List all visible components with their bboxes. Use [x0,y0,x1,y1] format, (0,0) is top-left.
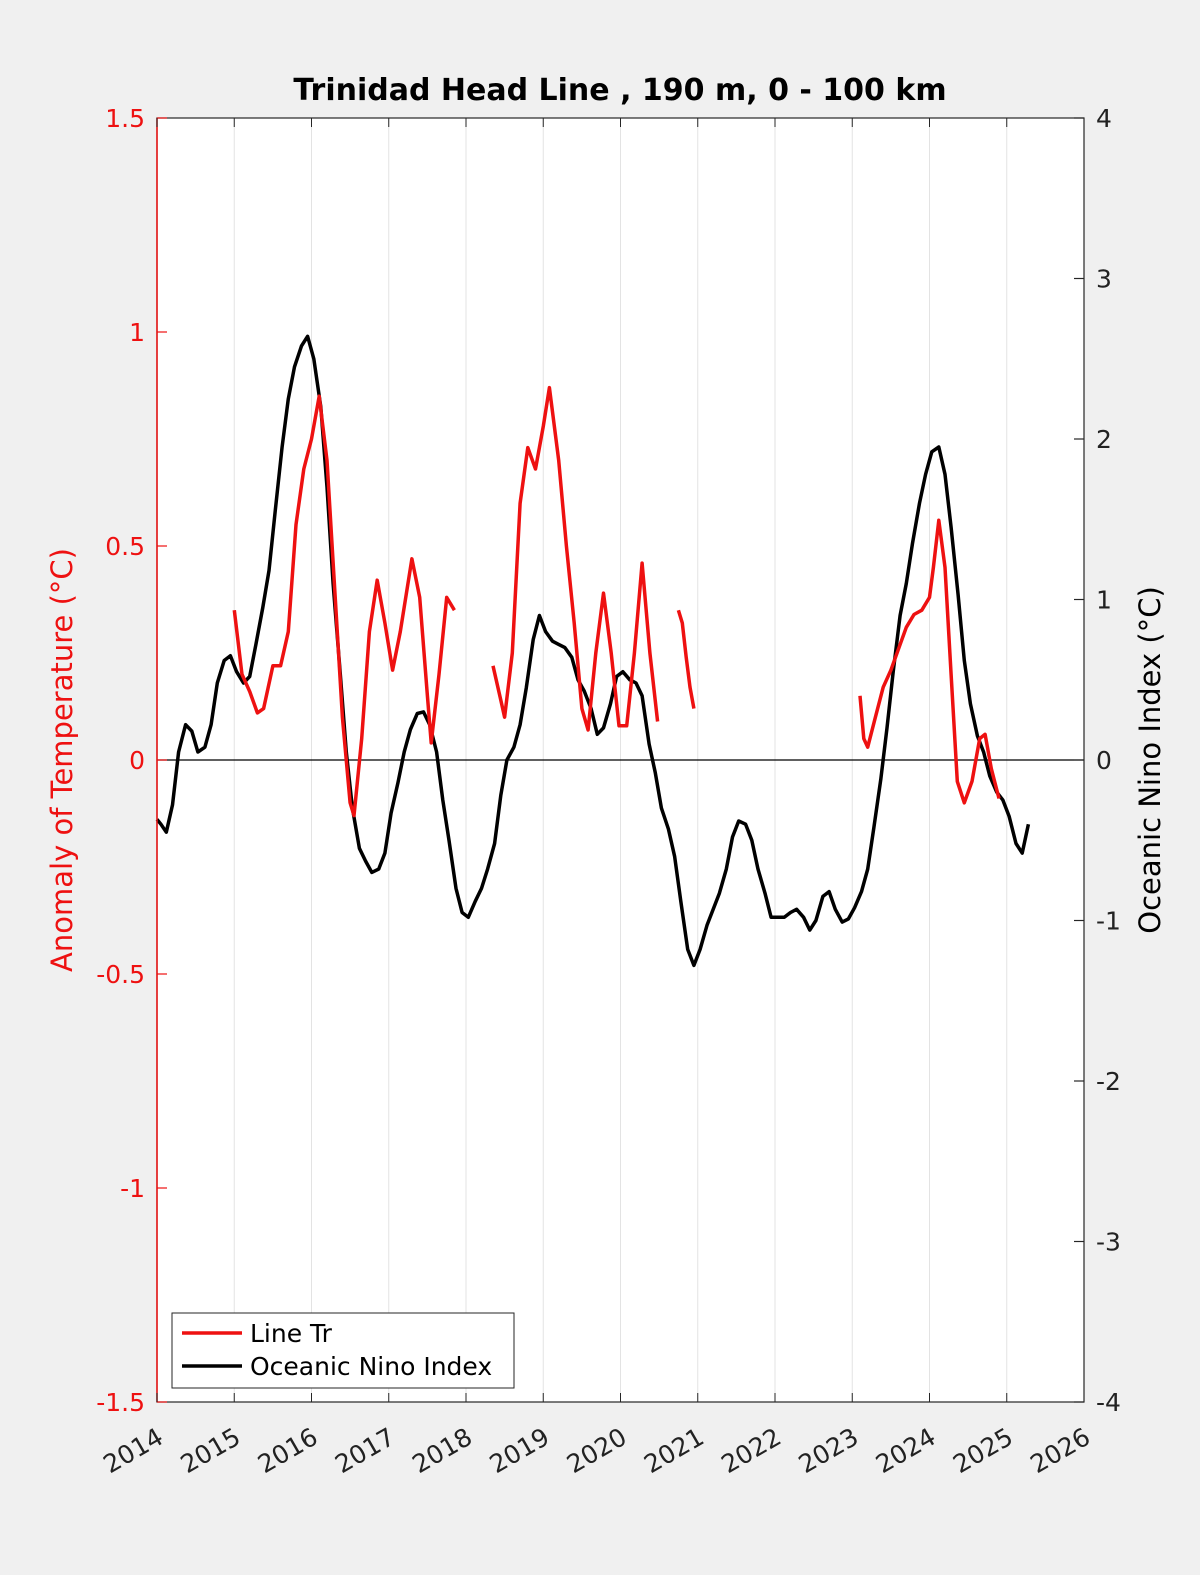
y-left-tick-label: 1.5 [105,104,145,133]
series-line-line-tr-segment-3 [858,518,1001,805]
y-left-tick-label: -0.5 [96,960,145,989]
y-left-tick-label: -1.5 [96,1388,145,1417]
y-right-tick-label: 0 [1096,746,1112,775]
y-right-tick-label: 1 [1096,586,1112,615]
y-right-tick-label: -1 [1096,907,1121,936]
legend-label-line-tr: Line Tr [250,1319,333,1348]
series-layer [155,334,1031,968]
legend-label-oni: Oceanic Nino Index [250,1352,492,1381]
y-axis-label-right: Oceanic Nino Index (°C) [1133,586,1167,934]
y-axis-label-left: Anomaly of Temperature (°C) [45,548,79,972]
series-line-line-tr-segment-1 [491,385,660,732]
chart-title: Trinidad Head Line , 190 m, 0 - 100 km [293,73,946,108]
y-left-tick-label: 1 [129,318,145,347]
legend-box [171,1312,515,1389]
y-left-tick-label: 0.5 [105,532,145,561]
series-line-line-tr-segment-2 [676,609,696,709]
right-axis-ticks: 4 3 2 1 0 -1 -2 -3 -4 [1074,104,1121,1417]
left-axis-ticks: 1.5 1 0.5 0 -0.5 -1 -1.5 [96,104,167,1417]
y-right-tick-label: -3 [1096,1228,1121,1257]
y-right-tick-label: -4 [1096,1388,1121,1417]
series-line-line-tr-segment-0 [232,394,456,818]
y-left-tick-label: -1 [120,1174,145,1203]
y-right-tick-label: -2 [1096,1067,1121,1096]
y-right-tick-label: 2 [1096,425,1112,454]
y-left-tick-label: 0 [129,746,145,775]
y-right-tick-label: 4 [1096,104,1112,133]
legend: Line Tr Oceanic Nino Index [171,1312,515,1389]
y-right-tick-label: 3 [1096,265,1112,294]
